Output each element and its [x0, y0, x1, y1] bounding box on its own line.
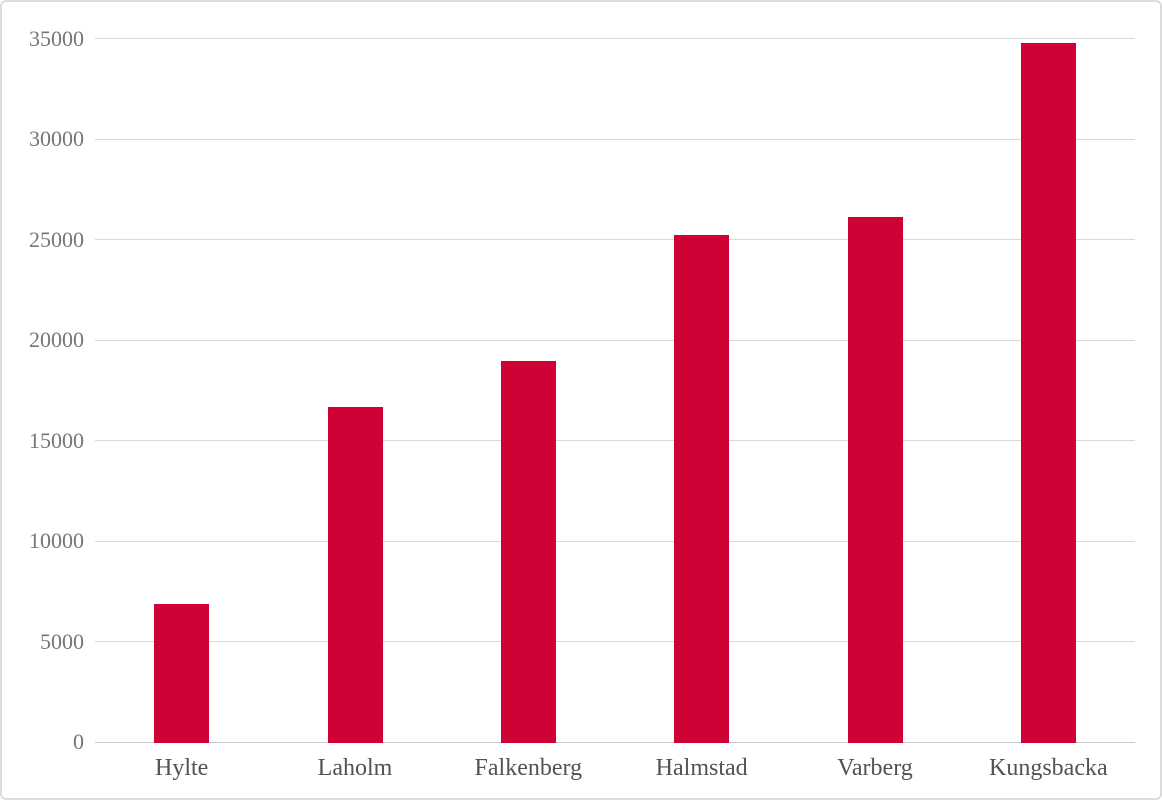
- y-tick-label: 15000: [29, 427, 84, 453]
- gridline: [95, 540, 1135, 542]
- y-tick-label: 5000: [40, 628, 84, 654]
- gridline: [95, 138, 1135, 140]
- x-axis-line: [95, 741, 1135, 743]
- y-tick-label: 35000: [29, 25, 84, 51]
- x-category-label: Halmstad: [655, 755, 748, 781]
- y-tick-label: 10000: [29, 528, 84, 554]
- y-tick-label: 0: [73, 729, 84, 754]
- x-category-label: Varberg: [837, 755, 913, 781]
- y-tick-label: 20000: [29, 327, 84, 353]
- x-category-label: Laholm: [317, 755, 393, 781]
- gridline: [95, 239, 1135, 241]
- bar-halmstad: [674, 234, 730, 743]
- y-tick-label: 30000: [29, 126, 84, 152]
- bar-hylte: [154, 604, 210, 743]
- x-category-label: Falkenberg: [474, 755, 583, 781]
- bar-laholm: [327, 407, 383, 743]
- bar-falkenberg: [500, 361, 556, 743]
- bar-varberg: [847, 216, 903, 743]
- gridline: [95, 440, 1135, 442]
- x-category-label: Hylte: [155, 755, 209, 781]
- gridline: [95, 641, 1135, 643]
- x-category-label: Kungsbacka: [989, 755, 1108, 781]
- y-tick-label: 25000: [29, 226, 84, 252]
- gridline: [95, 38, 1135, 40]
- bar-kungsbacka: [1020, 42, 1076, 743]
- gridline: [95, 339, 1135, 341]
